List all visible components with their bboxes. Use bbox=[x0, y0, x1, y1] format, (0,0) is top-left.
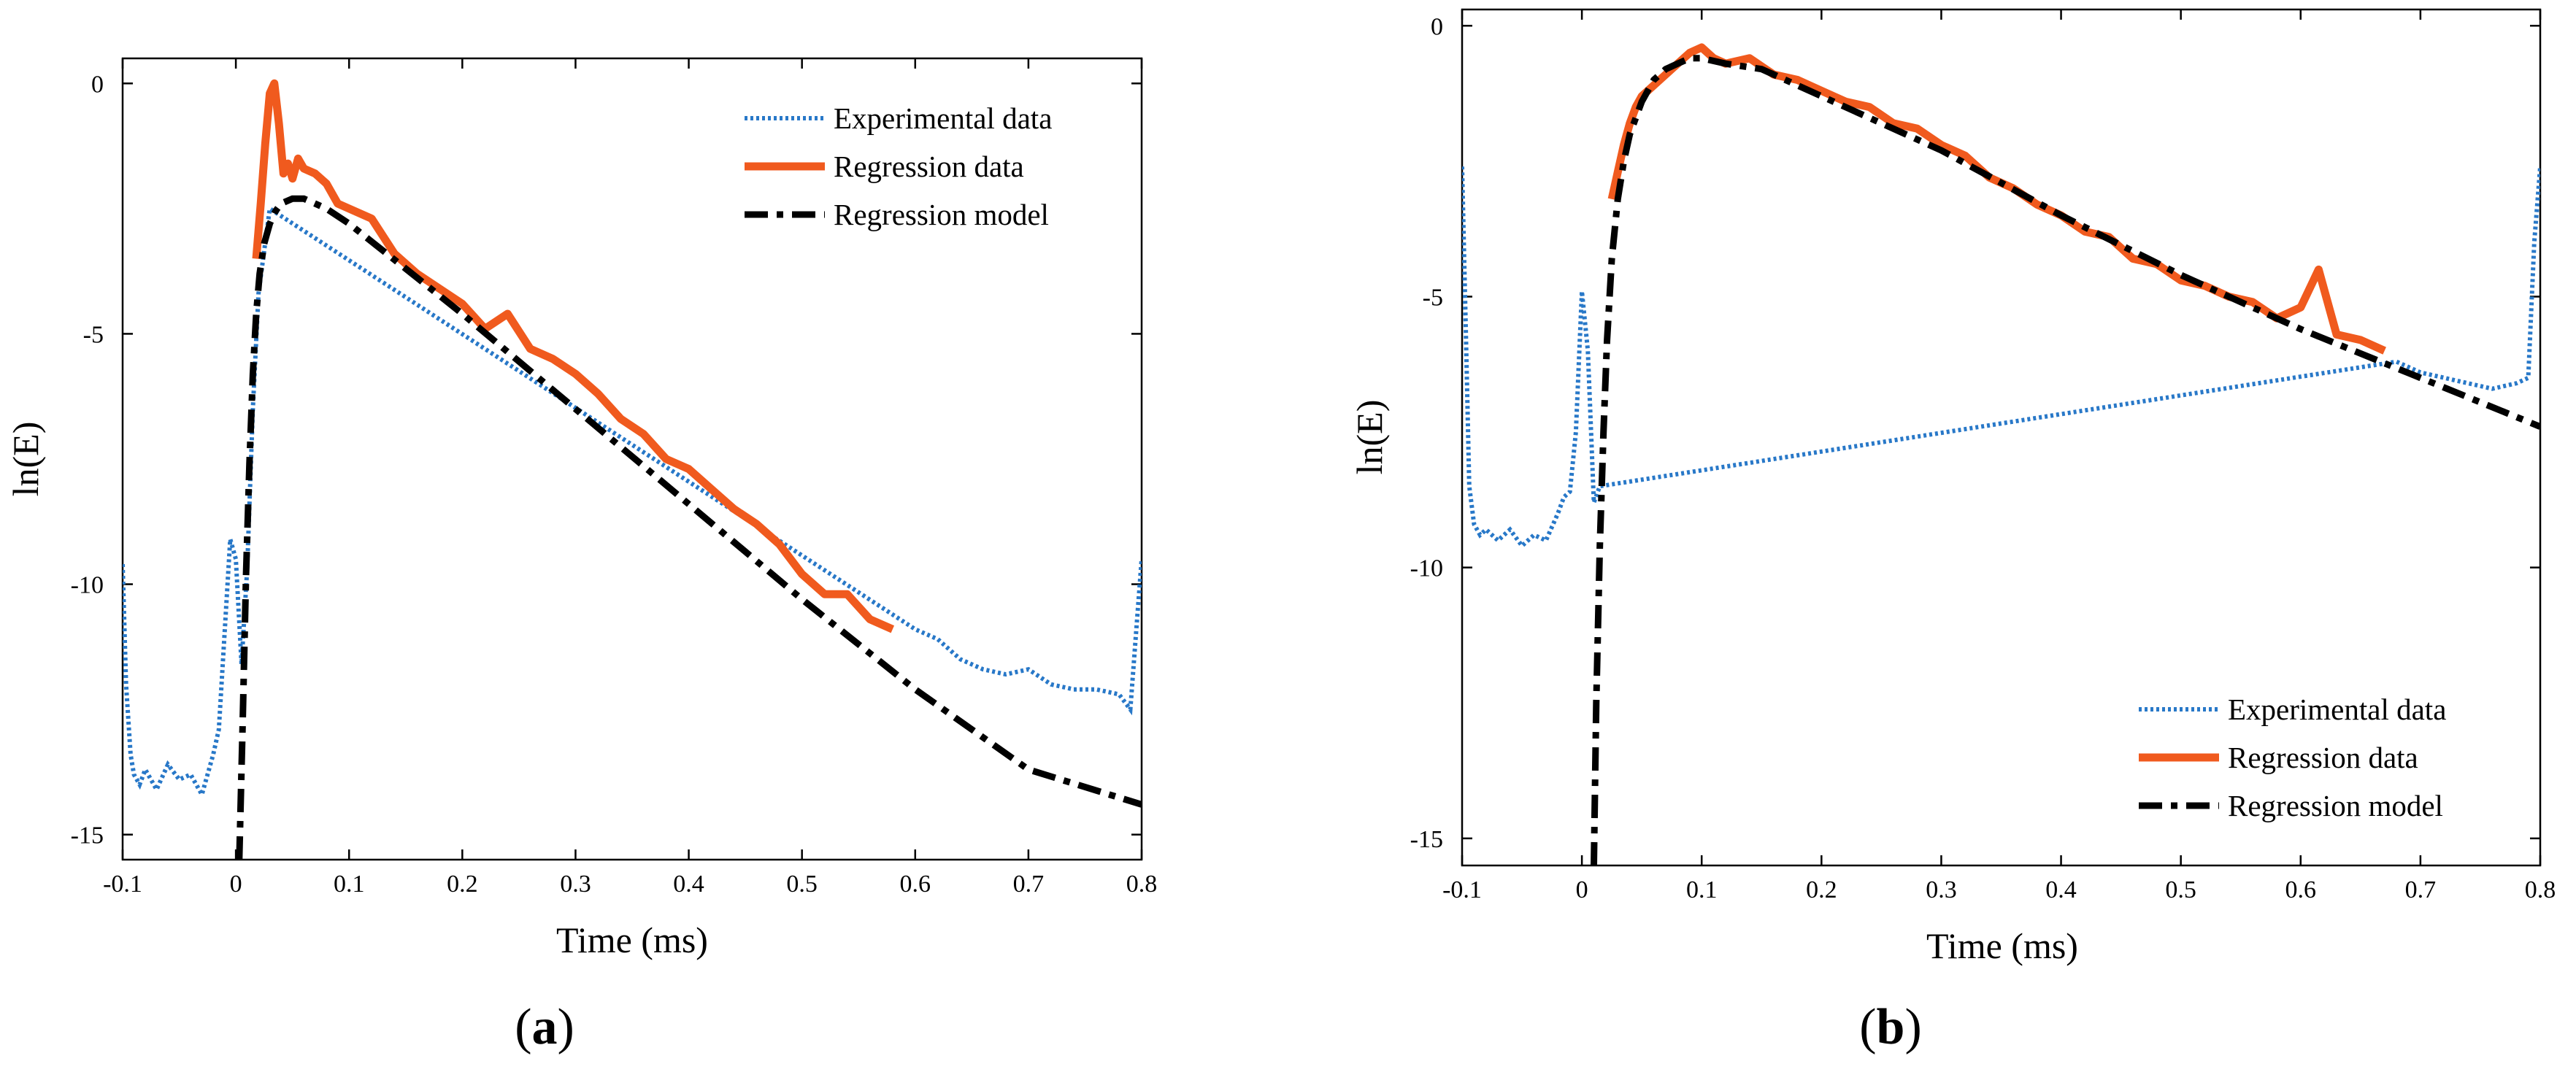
panel-a-chart: -0.1 0 0.1 0.2 0.3 0.4 0.5 0.6 0.7 0.8 0 -5 -10 -15 Ex… bbox=[5, 57, 1158, 1055]
y-tick-label: -10 bbox=[71, 572, 104, 599]
experimental-data-line bbox=[1462, 166, 2540, 550]
x-tick-label: -0.1 bbox=[103, 871, 142, 898]
x-tick-label: 0.5 bbox=[2165, 876, 2196, 903]
regression-model-line bbox=[1591, 55, 2540, 865]
legend: Experimental data Regression data Regressi… bbox=[745, 101, 1052, 231]
legend-entry: Experimental data bbox=[834, 101, 1052, 135]
y-tick-label: -5 bbox=[83, 321, 104, 348]
panel-letter: b bbox=[1877, 999, 1905, 1055]
x-tick-label: 0.5 bbox=[786, 871, 818, 898]
x-tick-label: 0.1 bbox=[334, 871, 365, 898]
x-tick-label: 0.6 bbox=[900, 871, 931, 898]
y-tick-label: 0 bbox=[1431, 13, 1443, 40]
legend-entry: Regression data bbox=[834, 150, 1024, 183]
x-tick-label: 0 bbox=[230, 871, 242, 898]
regression-data-line bbox=[1607, 43, 2386, 355]
y-axis-label: ln(E) bbox=[1349, 400, 1390, 475]
legend: Experimental data Regression data Regressi… bbox=[2139, 693, 2446, 822]
x-tick-label: 0.3 bbox=[560, 871, 591, 898]
legend-entry: Experimental data bbox=[2228, 693, 2446, 726]
panel-label: (a) bbox=[515, 999, 574, 1055]
experimental-data-line bbox=[123, 204, 1142, 801]
x-axis-label: Time (ms) bbox=[556, 919, 708, 960]
x-axis-label: Time (ms) bbox=[1926, 925, 2078, 966]
x-tick-label: 0.7 bbox=[2405, 876, 2437, 903]
panel-label: (b) bbox=[1859, 999, 1922, 1055]
regression-data-line bbox=[252, 79, 895, 633]
x-tick-label: 0.3 bbox=[1926, 876, 1957, 903]
regression-model-line bbox=[236, 195, 1142, 860]
y-tick-label: 0 bbox=[91, 71, 104, 98]
x-tick-label: 0.4 bbox=[2045, 876, 2077, 903]
x-tick-label: 0.4 bbox=[673, 871, 704, 898]
x-tick-label: 0 bbox=[1576, 876, 1588, 903]
plot-frame bbox=[1461, 8, 2542, 867]
y-tick-label: -15 bbox=[71, 822, 104, 849]
legend-entry: Regression data bbox=[2228, 741, 2418, 774]
plot-frame bbox=[121, 57, 1143, 861]
y-tick-label: -15 bbox=[1410, 826, 1443, 853]
x-tick-label: 0.2 bbox=[447, 871, 478, 898]
x-tick-label: 0.1 bbox=[1686, 876, 1718, 903]
x-tick-label: 0.2 bbox=[1806, 876, 1837, 903]
panel-b-chart: -0.1 0 0.1 0.2 0.3 0.4 0.5 0.6 0.7 0.8 0 -5 -10 -15 Ex… bbox=[1349, 8, 2556, 1055]
x-tick-label: -0.1 bbox=[1442, 876, 1482, 903]
y-tick-label: -10 bbox=[1410, 555, 1443, 582]
panel-letter: a bbox=[532, 999, 558, 1055]
legend-entry: Regression model bbox=[834, 198, 1049, 231]
legend-entry: Regression model bbox=[2228, 789, 2443, 822]
x-tick-label: 0.7 bbox=[1013, 871, 1045, 898]
y-axis-label: ln(E) bbox=[5, 422, 46, 497]
x-tick-label: 0.6 bbox=[2285, 876, 2317, 903]
y-tick-label: -5 bbox=[1423, 284, 1443, 311]
x-tick-label: 0.8 bbox=[2525, 876, 2556, 903]
x-tick-label: 0.8 bbox=[1126, 871, 1158, 898]
